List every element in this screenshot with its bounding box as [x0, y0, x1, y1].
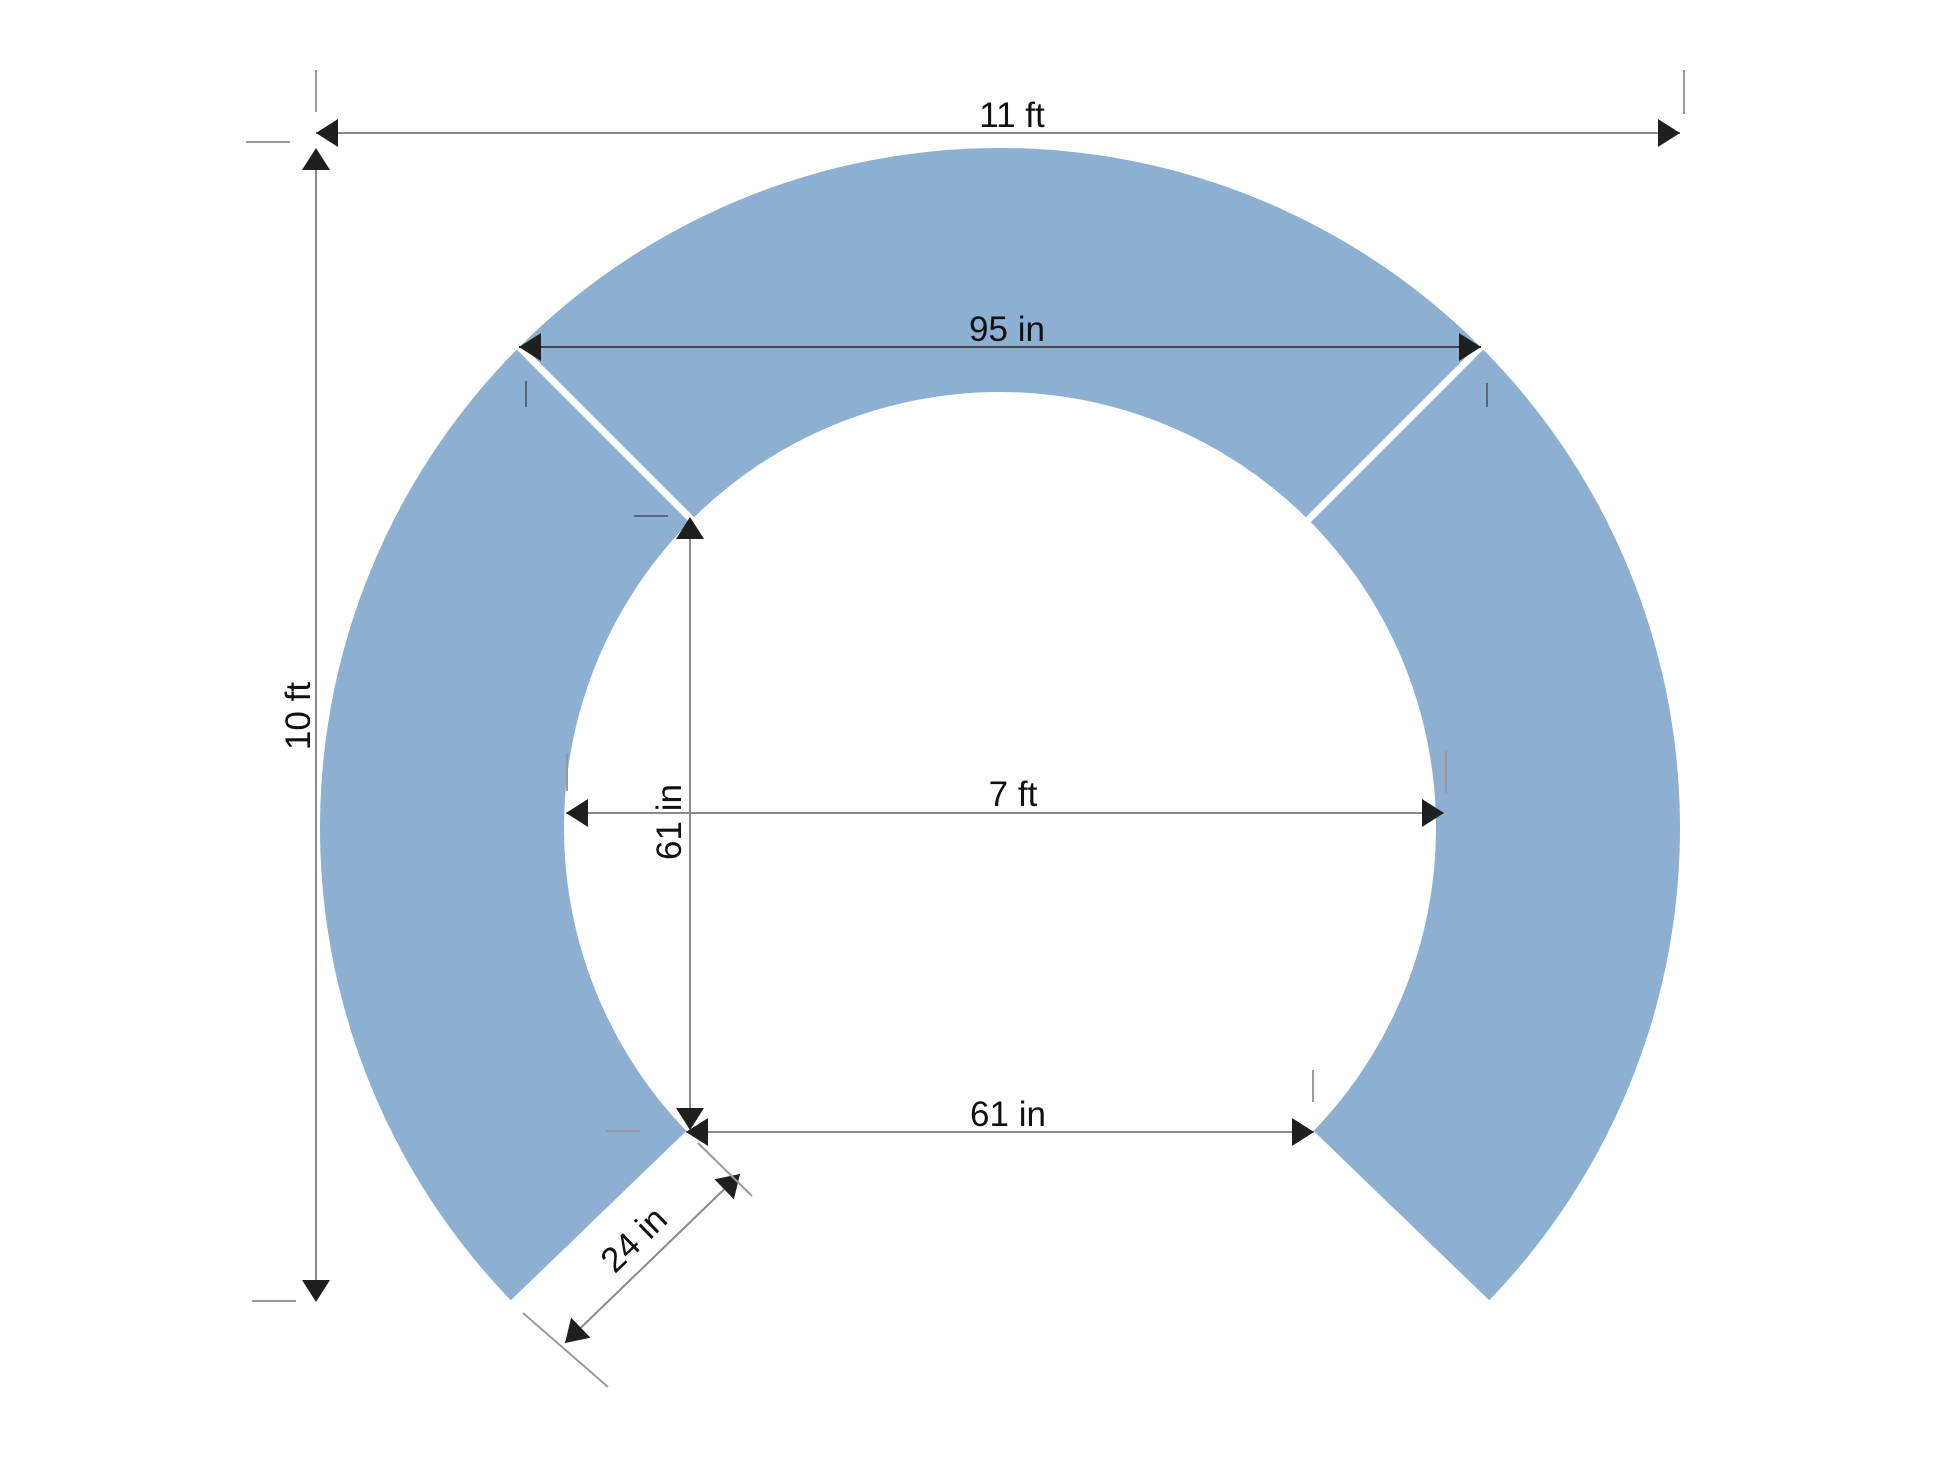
- dim-inner-height-label: 61 in: [650, 784, 689, 860]
- dim-bottom-opening-arrow-right: [1292, 1118, 1314, 1146]
- dim-inner-diameter-arrow-left: [566, 799, 588, 827]
- dim-inner-height-arrow-bottom: [676, 1108, 704, 1130]
- segment-cut-line-left: [516, 344, 695, 523]
- dim-ring-thickness-arrow-top: [714, 1174, 740, 1200]
- dim-ring-thickness-ext-outer: [522, 1312, 609, 1388]
- dim-inner-height: 61 in: [634, 515, 704, 1130]
- dim-bottom-opening-arrow-left: [686, 1118, 708, 1146]
- dim-top-chord-arrow-right: [1459, 333, 1481, 361]
- dim-top-chord: 95 in: [519, 310, 1488, 407]
- segment-cut-line-right: [1305, 344, 1484, 523]
- dim-inner-diameter-arrow-right: [1422, 799, 1444, 827]
- dim-outer-width: 11 ft: [315, 70, 1685, 147]
- dim-overall-height-label: 10 ft: [279, 682, 318, 750]
- dim-outer-width-arrow-left: [316, 119, 338, 147]
- dim-bottom-opening: 61 in: [606, 1070, 1314, 1146]
- dim-overall-height-arrow-bottom: [302, 1280, 330, 1302]
- dim-outer-width-arrow-right: [1658, 119, 1680, 147]
- dim-inner-diameter: 7 ft: [566, 751, 1447, 827]
- dim-bottom-opening-label: 61 in: [970, 1095, 1046, 1134]
- dim-outer-width-label: 11 ft: [979, 96, 1045, 135]
- dim-top-chord-label: 95 in: [969, 310, 1045, 349]
- dim-overall-height-arrow-top: [302, 148, 330, 170]
- horseshoe-shape: [319, 147, 1681, 1301]
- dim-ring-thickness-arrow-bottom: [565, 1317, 591, 1343]
- dim-overall-height: 10 ft: [246, 141, 330, 1302]
- dim-ring-thickness-line: [564, 1173, 741, 1344]
- dim-ring-thickness-label: 24 in: [593, 1199, 675, 1280]
- dim-ring-thickness-ext-inner: [697, 1142, 753, 1197]
- dim-inner-height-arrow-top: [676, 517, 704, 539]
- dim-inner-diameter-label: 7 ft: [989, 775, 1038, 814]
- dim-top-chord-arrow-left: [519, 333, 541, 361]
